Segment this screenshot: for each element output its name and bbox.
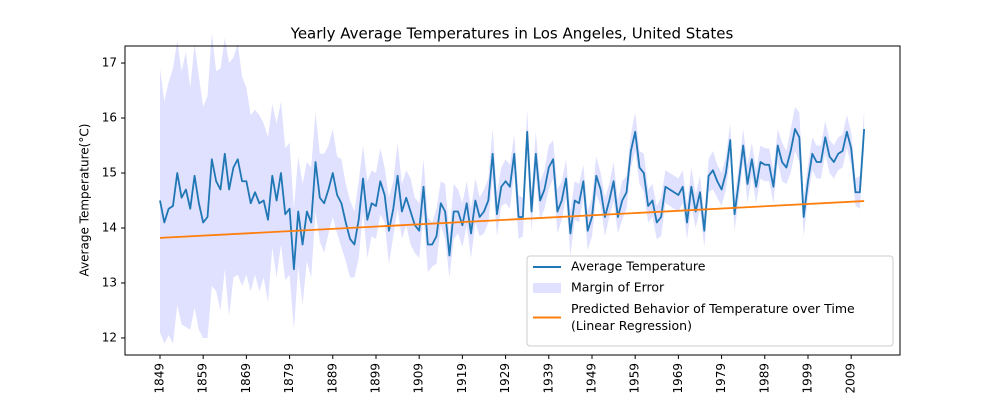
x-tick-label: 1989	[757, 363, 771, 394]
x-tick-label: 1889	[325, 363, 339, 394]
legend: Average Temperature Margin of Error Predic…	[526, 255, 894, 347]
x-tick-label: 1869	[239, 363, 253, 394]
plot-frame	[124, 45, 901, 356]
x-tick-label: 1979	[714, 363, 728, 394]
x-tick-label: 1929	[498, 363, 512, 394]
y-tick-label: 12	[102, 330, 117, 344]
x-tick-label: 1959	[628, 363, 642, 394]
data-line	[159, 128, 866, 271]
x-tick-label: 2009	[844, 363, 858, 394]
x-tick-label: 1999	[800, 363, 814, 394]
legend-label: Margin of Error	[571, 280, 665, 295]
data-line	[159, 200, 865, 239]
y-tick-label: 16	[102, 111, 117, 125]
x-tick-label: 1919	[455, 363, 469, 394]
x-tick-label: 1859	[196, 363, 210, 394]
y-tick-label: 13	[102, 275, 117, 289]
x-tick-label: 1899	[368, 363, 382, 394]
chart-title: Yearly Average Temperatures in Los Angel…	[290, 25, 734, 43]
y-tick-label: 14	[102, 220, 117, 234]
legend-box	[526, 255, 894, 347]
x-tick-label: 1969	[671, 363, 685, 394]
x-tick-label: 1849	[152, 363, 166, 394]
legend-swatch	[533, 283, 561, 293]
error-band	[159, 32, 865, 344]
x-tick-label: 1939	[541, 363, 555, 394]
y-axis-label: Average Temperature(°C)	[78, 124, 92, 277]
legend-label: Predicted Behavior of Temperature over T…	[571, 301, 855, 333]
x-tick-label: 1949	[584, 363, 598, 394]
y-tick-label: 15	[102, 166, 117, 180]
y-tick-label: 17	[102, 56, 117, 70]
x-tick-label: 1879	[282, 363, 296, 394]
x-tick-label: 1909	[412, 363, 426, 394]
legend-label: Average Temperature	[571, 259, 706, 274]
